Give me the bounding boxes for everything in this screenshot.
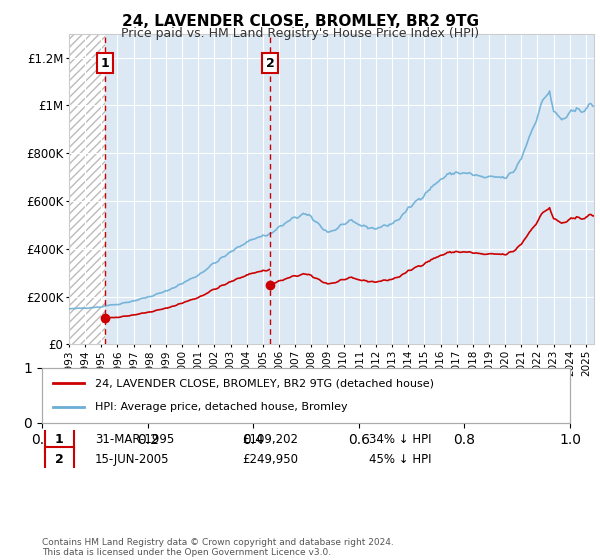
- Text: 1: 1: [55, 432, 64, 446]
- Text: 31-MAR-1995: 31-MAR-1995: [95, 432, 174, 446]
- Text: Contains HM Land Registry data © Crown copyright and database right 2024.
This d: Contains HM Land Registry data © Crown c…: [42, 538, 394, 557]
- Bar: [106, 34, 600, 344]
- Text: 24, LAVENDER CLOSE, BROMLEY, BR2 9TG: 24, LAVENDER CLOSE, BROMLEY, BR2 9TG: [121, 14, 479, 29]
- Text: 1: 1: [101, 57, 110, 69]
- Text: 24, LAVENDER CLOSE, BROMLEY, BR2 9TG (detached house): 24, LAVENDER CLOSE, BROMLEY, BR2 9TG (de…: [95, 379, 434, 388]
- Text: 2: 2: [266, 57, 275, 69]
- Text: HPI: Average price, detached house, Bromley: HPI: Average price, detached house, Brom…: [95, 403, 347, 412]
- Text: £109,202: £109,202: [242, 432, 299, 446]
- Text: 15-JUN-2005: 15-JUN-2005: [95, 454, 169, 466]
- Text: £249,950: £249,950: [242, 454, 299, 466]
- Text: Price paid vs. HM Land Registry's House Price Index (HPI): Price paid vs. HM Land Registry's House …: [121, 27, 479, 40]
- FancyBboxPatch shape: [44, 426, 74, 452]
- FancyBboxPatch shape: [44, 447, 74, 473]
- Text: 45% ↓ HPI: 45% ↓ HPI: [370, 454, 432, 466]
- Text: 34% ↓ HPI: 34% ↓ HPI: [370, 432, 432, 446]
- Text: 2: 2: [55, 454, 64, 466]
- Bar: [69, 34, 106, 344]
